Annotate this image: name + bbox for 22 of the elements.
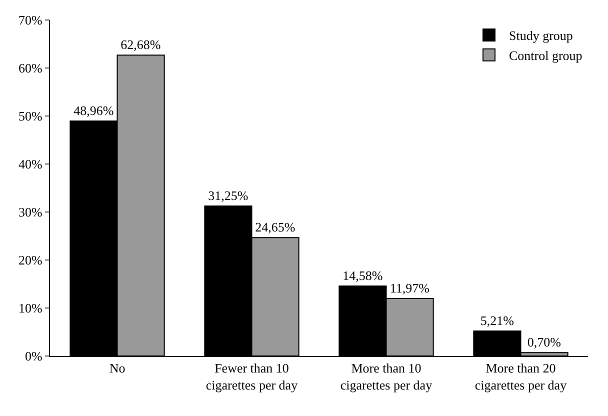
x-tick-label: More than 20 cigarettes per day bbox=[474, 360, 568, 392]
y-tick-label: 40% bbox=[18, 156, 43, 172]
x-tick-label: No bbox=[109, 360, 126, 376]
y-tick-label: 30% bbox=[18, 204, 43, 220]
y-tick-label: 10% bbox=[18, 300, 43, 316]
y-tick-label: 0% bbox=[25, 348, 43, 364]
x-tick-label: Fewer than 10 cigarettes per day bbox=[206, 360, 298, 392]
data-label: 11,97% bbox=[390, 280, 430, 296]
legend-label: Study group bbox=[509, 28, 573, 44]
data-label: 62,68% bbox=[120, 37, 161, 52]
y-tick-label: 60% bbox=[18, 60, 43, 76]
data-label: 48,96% bbox=[74, 102, 114, 118]
y-tick-label: 20% bbox=[18, 252, 43, 268]
y-tick-label: 70% bbox=[18, 12, 43, 28]
x-tick-label: More than 10 cigarettes per day bbox=[340, 360, 433, 392]
data-label: 0,70% bbox=[527, 334, 562, 350]
data-label: 5,21% bbox=[480, 312, 514, 328]
legend-label: Control group bbox=[509, 48, 582, 63]
y-tick-label: 50% bbox=[18, 108, 43, 124]
data-label: 24,65% bbox=[255, 220, 296, 235]
data-label: 14,58% bbox=[342, 268, 383, 284]
data-label: 31,25% bbox=[208, 188, 248, 203]
